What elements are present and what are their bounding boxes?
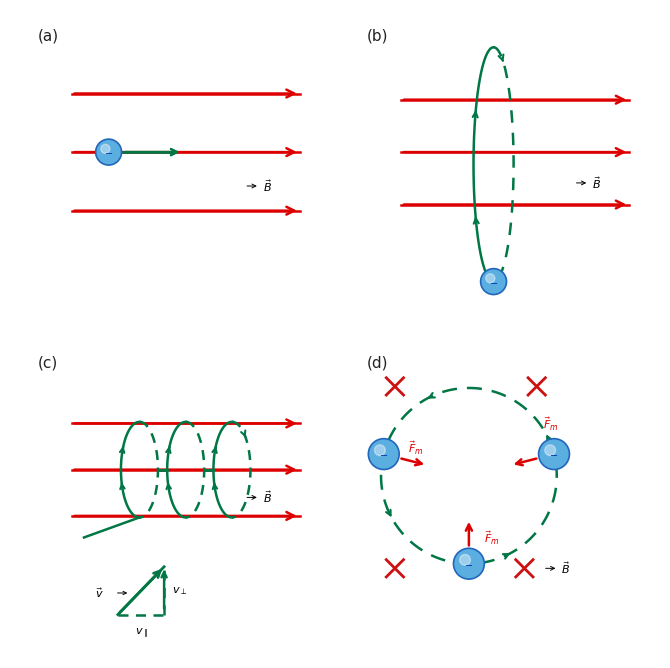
Circle shape xyxy=(545,445,555,456)
Circle shape xyxy=(101,144,110,154)
Text: $v_{\perp}$: $v_{\perp}$ xyxy=(172,584,187,597)
Text: $-$: $-$ xyxy=(104,147,113,157)
Text: $\vec{F}_m$: $\vec{F}_m$ xyxy=(543,415,559,432)
Circle shape xyxy=(454,548,484,579)
Circle shape xyxy=(96,139,121,165)
Circle shape xyxy=(539,439,570,470)
Text: $\vec{B}$: $\vec{B}$ xyxy=(263,178,272,194)
Circle shape xyxy=(375,445,385,456)
Circle shape xyxy=(460,554,470,565)
Circle shape xyxy=(480,269,507,295)
Text: (d): (d) xyxy=(367,355,389,371)
Text: $v_{\parallel}$: $v_{\parallel}$ xyxy=(135,627,147,641)
Text: $-$: $-$ xyxy=(464,558,474,568)
Text: $-$: $-$ xyxy=(549,449,559,459)
Text: $\vec{B}$: $\vec{B}$ xyxy=(561,560,570,576)
Circle shape xyxy=(369,439,399,470)
Text: $-$: $-$ xyxy=(489,277,498,287)
Text: $\vec{B}$: $\vec{B}$ xyxy=(263,490,272,505)
Text: (a): (a) xyxy=(38,29,59,44)
Text: (c): (c) xyxy=(38,355,58,371)
Circle shape xyxy=(486,274,495,283)
Text: $\vec{F}_m$: $\vec{F}_m$ xyxy=(409,439,424,457)
Text: $\vec{B}$: $\vec{B}$ xyxy=(592,175,601,191)
Text: $\vec{F}_m$: $\vec{F}_m$ xyxy=(484,529,500,546)
Text: $\vec{v}$: $\vec{v}$ xyxy=(95,586,104,600)
Text: $-$: $-$ xyxy=(379,449,389,459)
Text: (b): (b) xyxy=(367,29,389,44)
